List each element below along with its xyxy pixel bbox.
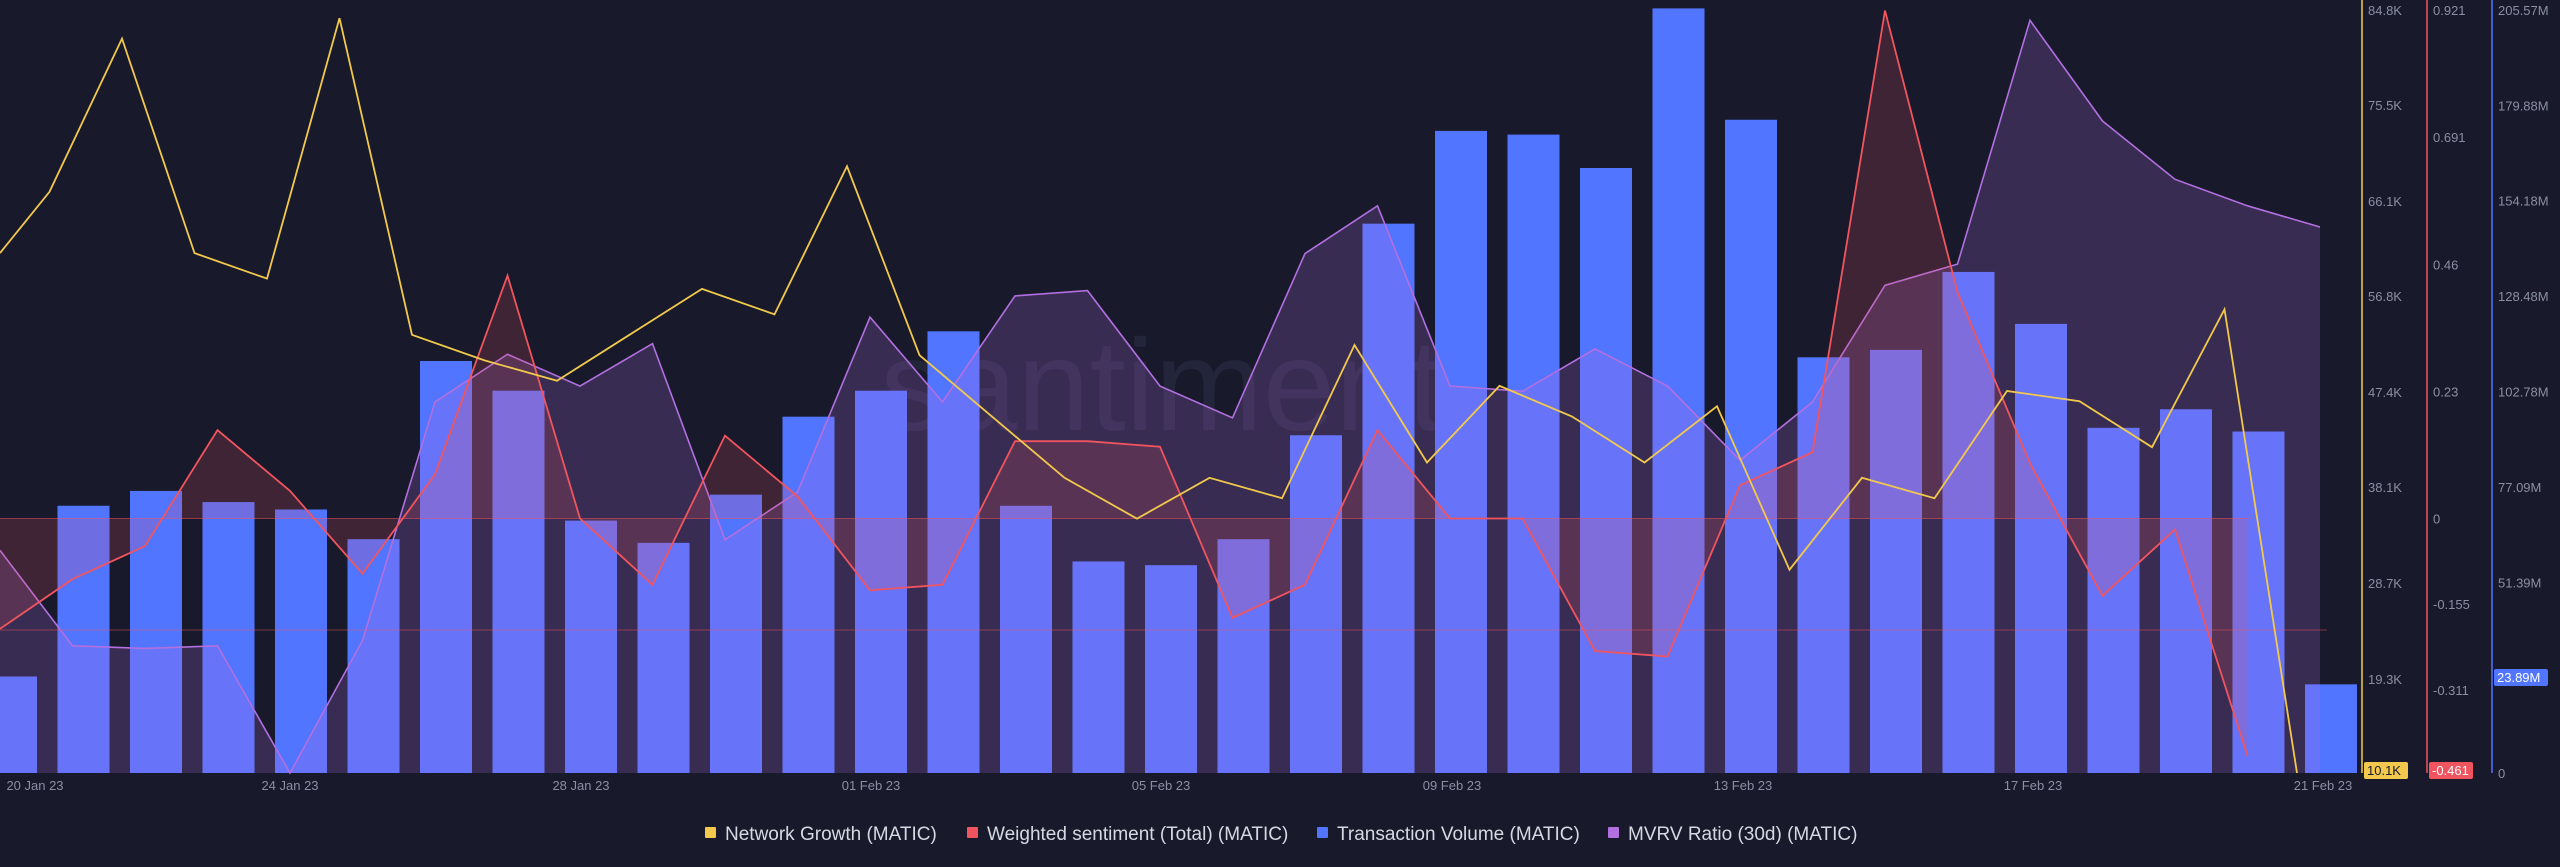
- sentiment-axis-current-badge: [2429, 762, 2473, 779]
- volume-axis-tick-label: 51.39M: [2498, 575, 2541, 590]
- network-growth-axis-tick-label: 56.8K: [2368, 289, 2402, 304]
- volume-bar: [1507, 134, 1560, 773]
- network-growth-axis-tick-label: 38.1K: [2368, 480, 2402, 495]
- legend-swatch: [967, 827, 978, 838]
- x-tick-label: 13 Feb 23: [1714, 778, 1773, 793]
- legend-label: Transaction Volume (MATIC): [1337, 824, 1580, 845]
- volume-bar: [57, 505, 110, 773]
- legend-swatch: [705, 827, 716, 838]
- volume-bar: [2087, 427, 2140, 773]
- volume-axis-tick-label: 205.57M: [2498, 3, 2549, 18]
- volume-bar: [202, 502, 255, 773]
- sentiment-axis-tick-label: 0: [2433, 511, 2440, 526]
- volume-axis-tick-label: 77.09M: [2498, 480, 2541, 495]
- network-growth-axis-current-badge: [2364, 762, 2408, 779]
- volume-bar: [1797, 357, 1850, 773]
- volume-bar: [1000, 505, 1052, 773]
- network-growth-axis-tick-label: 75.5K: [2368, 98, 2402, 113]
- volume-axis-tick-label: 102.78M: [2498, 385, 2549, 400]
- sentiment-axis-current-value: -0.461: [2432, 763, 2469, 778]
- mvrv-ratio-area: [0, 18, 2321, 775]
- legend[interactable]: Network Growth (MATIC) Weighted sentiment…: [705, 824, 1857, 845]
- network-growth-line: [0, 17, 2298, 774]
- legend-swatch: [1317, 827, 1328, 838]
- sentiment-axis-tick-label: 0.46: [2433, 258, 2458, 273]
- volume-axis-tick-label: 0: [2498, 766, 2505, 781]
- sentiment-axis-tick-label: -0.155: [2433, 597, 2470, 612]
- x-tick-label: 21 Feb 23: [2294, 778, 2353, 793]
- legend-item[interactable]: Network Growth (MATIC): [705, 824, 937, 845]
- volume-bar: [130, 490, 182, 773]
- network-growth-polyline: [0, 17, 2298, 774]
- x-tick-label: 17 Feb 23: [2004, 778, 2063, 793]
- mvrv-line: [0, 18, 2321, 775]
- volume-bar: [1145, 565, 1197, 773]
- legend-item[interactable]: Transaction Volume (MATIC): [1317, 824, 1580, 845]
- transaction-volume-bars: [0, 8, 2357, 774]
- sentiment-axis-tick-label: 0.23: [2433, 385, 2458, 400]
- volume-bar: [1217, 539, 1270, 773]
- network-growth-axis-tick-label: 47.4K: [2368, 385, 2402, 400]
- x-tick-label: 24 Jan 23: [261, 778, 318, 793]
- x-tick-label: 01 Feb 23: [842, 778, 901, 793]
- volume-axis-tick-label: 154.18M: [2498, 194, 2549, 209]
- volume-bar: [275, 509, 327, 773]
- network-growth-axis-tick-label: 28.7K: [2368, 576, 2402, 591]
- network-growth-axis-tick-label: 66.1K: [2368, 194, 2402, 209]
- sentiment-line: [0, 10, 2249, 757]
- volume-bar: [347, 539, 400, 773]
- volume-bar: [927, 331, 980, 773]
- x-tick-label: 20 Jan 23: [6, 778, 63, 793]
- legend-label: MVRV Ratio (30d) (MATIC): [1628, 824, 1857, 845]
- volume-axis-current-badge: [2494, 669, 2548, 686]
- sentiment-axis-tick-label: 0.691: [2433, 130, 2466, 145]
- volume-axis-tick-label: 179.88M: [2498, 98, 2549, 113]
- volume-bar: [1290, 435, 1342, 773]
- volume-bar: [1652, 8, 1705, 774]
- volume-axis-tick-label: 128.48M: [2498, 289, 2549, 304]
- legend-swatch: [1608, 827, 1619, 838]
- volume-bar: [1072, 561, 1125, 773]
- volume-bar: [2305, 684, 2357, 773]
- volume-bar: [420, 361, 472, 773]
- volume-bar: [1870, 349, 1922, 773]
- volume-bar: [637, 542, 690, 773]
- volume-axis-current-value: 23.89M: [2497, 670, 2540, 685]
- volume-bar: [1942, 271, 1995, 773]
- network-growth-axis-current-value: 10.1K: [2367, 763, 2401, 778]
- sentiment-axis-tick-label: 0.921: [2433, 3, 2466, 18]
- volume-bar: [710, 494, 762, 773]
- volume-bar: [782, 416, 835, 773]
- x-tick-label: 09 Feb 23: [1423, 778, 1482, 793]
- sentiment-area-fill: [0, 10, 2248, 756]
- volume-bar: [1580, 168, 1632, 773]
- volume-bar: [0, 676, 37, 773]
- mvrv-area-fill: [0, 20, 2320, 773]
- volume-bar: [1362, 223, 1415, 774]
- sentiment-axis-tick-label: -0.311: [2433, 683, 2469, 698]
- volume-bar: [2232, 431, 2285, 773]
- x-tick-label: 28 Jan 23: [552, 778, 609, 793]
- axes: 84.8K 75.5K 66.1K 56.8K 47.4K 38.1K 28.7K 19.3K…: [6, 0, 2549, 793]
- network-growth-axis-tick-label: 19.3K: [2368, 672, 2402, 687]
- legend-label: Weighted sentiment (Total) (MATIC): [987, 824, 1288, 845]
- volume-bar: [565, 520, 617, 773]
- network-growth-axis-tick-label: 84.8K: [2368, 3, 2402, 18]
- volume-bar: [2160, 409, 2212, 773]
- volume-bar: [1725, 119, 1777, 773]
- volume-bar: [492, 390, 545, 773]
- legend-label: Network Growth (MATIC): [725, 824, 937, 845]
- weighted-sentiment-area: [0, 10, 2327, 757]
- volume-bar: [1435, 130, 1487, 773]
- legend-item[interactable]: MVRV Ratio (30d) (MATIC): [1608, 824, 1857, 845]
- x-tick-label: 05 Feb 23: [1132, 778, 1191, 793]
- legend-item[interactable]: Weighted sentiment (Total) (MATIC): [967, 824, 1288, 845]
